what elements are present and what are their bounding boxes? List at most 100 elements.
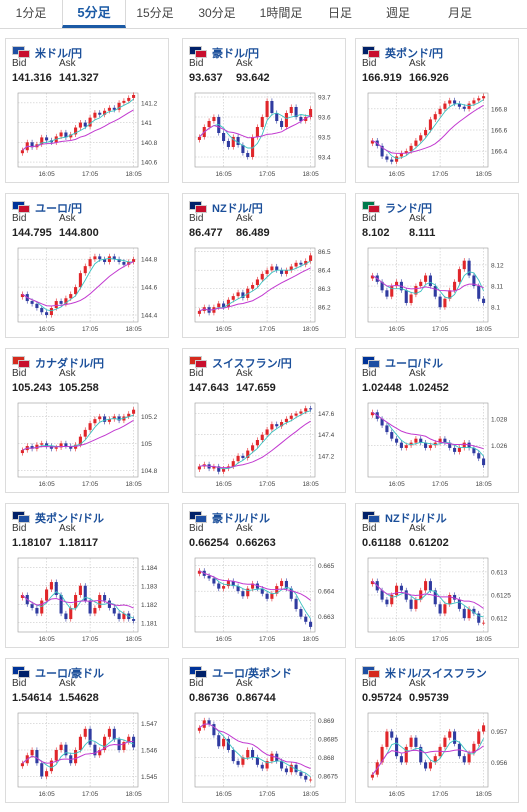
card-header: 米ドル/円 — [12, 45, 162, 60]
price-chart[interactable]: 16:05 17:05 18:05 86.5 86.4 86.3 86.2 — [187, 244, 341, 336]
price-chart[interactable]: 16:05 17:05 18:05 144.8 144.6 144.4 — [10, 244, 164, 336]
rate-card[interactable]: ユーロ/英ポンド Bid Ask 0.86736 0.86744 16:05 17:05 18… — [182, 658, 346, 803]
price-chart[interactable]: 16:05 17:05 18:05 147.6 147.4 147.2 — [187, 399, 341, 491]
candle-body — [251, 285, 255, 289]
candle-body — [69, 607, 73, 620]
x-tick-label: 16:05 — [388, 171, 405, 178]
currency-flag-icon — [12, 666, 30, 678]
candle-body — [380, 590, 384, 600]
price-chart[interactable]: 16:05 17:05 18:05 8.12 8.11 8.1 — [360, 244, 514, 336]
pair-name[interactable]: NZドル/ドル — [385, 513, 447, 525]
pair-name[interactable]: ユーロ/豪ドル — [35, 668, 105, 680]
candle-body — [45, 312, 49, 316]
price-chart[interactable]: 16:05 17:05 18:05 166.8 166.6 166.4 — [360, 89, 514, 181]
tab-2[interactable]: 5分足 — [62, 0, 126, 28]
pair-name[interactable]: 豪ドル/ドル — [212, 513, 271, 525]
tab-7[interactable]: 週足 — [385, 6, 410, 20]
rate-card[interactable]: ユーロ/ドル Bid Ask 1.02448 1.02452 16:05 17:05 18:0… — [355, 348, 519, 493]
rate-card[interactable]: 米ドル/円 Bid Ask 141.316 141.327 16:05 17:05 18:05… — [5, 38, 169, 183]
pair-name[interactable]: ランド/円 — [385, 203, 433, 215]
candle-body — [20, 763, 24, 767]
price-chart[interactable]: 16:05 17:05 18:05 141.2 141 140.8 140.6 — [10, 89, 164, 181]
candle-body — [462, 442, 466, 448]
rate-card[interactable]: 英ポンド/ドル Bid Ask 1.18107 1.18117 16:05 17:05 18:… — [5, 503, 169, 648]
pair-name[interactable]: 米ドル/円 — [35, 48, 83, 60]
rate-card[interactable]: ユーロ/円 Bid Ask 144.795 144.800 16:05 17:05 18:05… — [5, 193, 169, 338]
tab-4[interactable]: 30分足 — [198, 6, 236, 20]
tab-3[interactable]: 15分足 — [136, 6, 174, 20]
candle-body — [20, 595, 24, 598]
candle-body — [390, 731, 394, 738]
candle-body — [477, 286, 481, 299]
candle-body — [241, 757, 245, 765]
tab-5[interactable]: 1時間足 — [259, 6, 303, 20]
ask-label: Ask — [236, 523, 253, 534]
plot-frame — [194, 557, 316, 633]
price-chart[interactable]: 16:05 17:05 18:05 0.957 0.956 — [360, 709, 514, 801]
candle-body — [241, 145, 245, 153]
candle-body — [112, 256, 116, 260]
rate-card[interactable]: ランド/円 Bid Ask 8.102 8.111 16:05 17:05 18:05 8.12… — [355, 193, 519, 338]
price-chart[interactable]: 16:05 17:05 18:05 0.613 0.6125 0.612 — [360, 554, 514, 646]
price-chart[interactable]: 16:05 17:05 18:05 105.2 105 104.8 — [10, 399, 164, 491]
candle-body — [45, 137, 49, 141]
candle-body — [127, 261, 131, 265]
rate-card[interactable]: 豪ドル/ドル Bid Ask 0.66254 0.66263 16:05 17:05 18:0… — [182, 503, 346, 648]
price-chart[interactable]: 16:05 17:05 18:05 1.184 1.183 1.182 1.181 — [10, 554, 164, 646]
tab-1[interactable]: 1分足 — [15, 6, 47, 20]
pair-name[interactable]: ユーロ/ドル — [385, 358, 444, 370]
candle-body — [54, 750, 58, 761]
candle-body — [255, 757, 259, 765]
price-chart[interactable]: 16:05 17:05 18:05 1.547 1.546 1.545 — [10, 709, 164, 801]
bid-value: 86.477 — [189, 227, 223, 239]
rate-card[interactable]: NZドル/円 Bid Ask 86.477 86.489 16:05 17:05 18:05 8… — [182, 193, 346, 338]
rate-card[interactable]: 英ポンド/円 Bid Ask 166.919 166.926 16:05 17:05 18:0… — [355, 38, 519, 183]
tab-6[interactable]: 日足 — [327, 6, 352, 20]
candle-body — [260, 434, 264, 440]
candle-body — [409, 145, 413, 152]
moving-average-slow — [372, 104, 484, 154]
pair-name[interactable]: スイスフラン/円 — [212, 358, 292, 370]
plot-frame — [17, 402, 139, 478]
x-tick-label: 16:05 — [215, 326, 232, 333]
candle-body — [462, 260, 466, 270]
candle-body — [78, 122, 82, 128]
rate-card[interactable]: ユーロ/豪ドル Bid Ask 1.54614 1.54628 16:05 17:05 18:… — [5, 658, 169, 803]
rate-card[interactable]: 豪ドル/円 Bid Ask 93.637 93.642 16:05 17:05 18:05 93… — [182, 38, 346, 183]
price-chart[interactable]: 16:05 17:05 18:05 0.665 0.664 0.663 — [187, 554, 341, 646]
candle-body — [35, 444, 39, 449]
candle-body — [467, 103, 471, 109]
candle-body — [59, 744, 63, 750]
pair-name[interactable]: 豪ドル/円 — [212, 48, 260, 60]
candle-body — [93, 256, 97, 260]
pair-name[interactable]: ユーロ/英ポンド — [212, 668, 293, 680]
moving-average-fast — [199, 112, 311, 149]
candle-body — [236, 292, 240, 297]
pair-name[interactable]: 英ポンド/円 — [385, 48, 444, 60]
rate-card[interactable]: カナダドル/円 Bid Ask 105.243 105.258 16:05 17:05 18:… — [5, 348, 169, 493]
rate-card[interactable]: NZドル/ドル Bid Ask 0.61188 0.61202 16:05 17:05 18:… — [355, 503, 519, 648]
y-tick-label: 93.7 — [318, 95, 331, 102]
pair-name[interactable]: NZドル/円 — [212, 203, 263, 215]
candle-body — [472, 100, 476, 104]
pair-name[interactable]: 英ポンド/ドル — [35, 513, 105, 525]
pair-name[interactable]: カナダドル/円 — [35, 358, 105, 370]
candle-body — [299, 609, 303, 617]
rate-card[interactable]: 米ドル/スイスフラン Bid Ask 0.95724 0.95739 16:05 17:05… — [355, 658, 519, 803]
price-chart[interactable]: 16:05 17:05 18:05 93.7 93.6 93.5 93.4 — [187, 89, 341, 181]
pair-name[interactable]: 米ドル/スイスフラン — [385, 668, 487, 680]
price-chart[interactable]: 16:05 17:05 18:05 0.869 0.8685 0.868 0.8675 — [187, 709, 341, 801]
ask-value: 147.659 — [236, 382, 276, 394]
card-header: カナダドル/円 — [12, 355, 162, 370]
candle-body — [289, 107, 293, 113]
ask-value: 141.327 — [59, 72, 99, 84]
price-chart[interactable]: 16:05 17:05 18:05 1.028 1.026 — [360, 399, 514, 491]
candle-body — [390, 595, 394, 605]
rate-card[interactable]: スイスフラン/円 Bid Ask 147.643 147.659 16:05 17:05 18… — [182, 348, 346, 493]
tab-8[interactable]: 月足 — [447, 6, 472, 20]
bid-value: 8.102 — [362, 227, 390, 239]
currency-flag-icon — [362, 201, 380, 213]
pair-name[interactable]: ユーロ/円 — [35, 203, 83, 215]
y-tick-label: 166.8 — [491, 106, 508, 113]
moving-average-slow — [22, 740, 134, 764]
